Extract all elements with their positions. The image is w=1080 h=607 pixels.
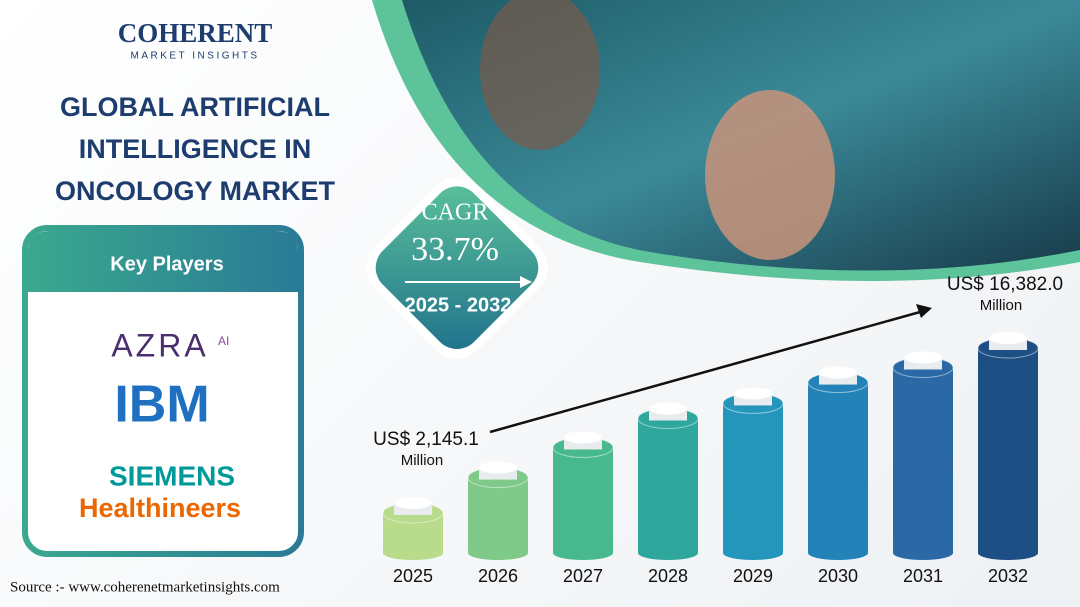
x-tick-label: 2032 [988,566,1028,586]
company-logo: IBM [114,376,209,434]
players-header [28,231,298,292]
bar [383,513,443,560]
company-logo-suffix: Healthineers [79,493,241,523]
bar-cap-top [479,461,517,474]
x-tick-label: 2028 [648,566,688,586]
x-tick-label: 2030 [818,566,858,586]
bar-cap-top [734,387,772,400]
x-tick-label: 2026 [478,566,518,586]
bar-cap-top [649,402,687,415]
chart-title: GLOBAL ARTIFICIAL INTELLIGENCE IN ONCOLO… [54,92,335,206]
company-logo-suffix: AI [218,334,229,348]
brand-name: COHERENT [118,18,273,48]
cagr-value: 33.7% [411,231,499,268]
players-heading: Key Players [110,253,223,275]
trend-arrow [489,310,921,434]
source: Source :- www.coherenetmarketinsights.co… [10,579,280,595]
bar [638,418,698,560]
bar-chart: 2025 US$ 2,145.1 Million 2026 2027 2028 2029 20… [373,274,1063,586]
bar [468,477,528,560]
value-unit: Million [401,452,444,469]
bar [553,447,613,560]
x-tick-label: 2027 [563,566,603,586]
cagr-period: 2025 - 2032 [405,294,512,316]
x-tick-label: 2029 [733,566,773,586]
value-unit: Million [980,297,1023,314]
photo-face [480,0,600,150]
value-label: US$ 2,145.1 [373,429,479,450]
bar-cap-top [904,351,942,364]
brand-tagline: MARKET INSIGHTS [131,51,260,62]
bar [808,382,868,560]
bar-cap-top [394,497,432,509]
cagr-arrow-head [520,276,532,288]
bar [978,348,1038,560]
cagr-badge [375,186,539,349]
players-box [22,225,304,557]
bar [893,367,953,560]
bar-cap-top [819,366,857,379]
bar-cap-top [989,332,1027,344]
photo-face [705,90,835,260]
company-logo: SIEMENS [109,460,235,491]
bar [723,403,783,560]
x-tick-label: 2025 [393,566,433,586]
value-label: US$ 16,382.0 [947,274,1063,295]
company-logo: AZRA [111,327,208,363]
cagr-label: CAGR [422,200,489,226]
x-tick-label: 2031 [903,566,943,586]
bar-cap-top [564,431,602,444]
trend-arrow-head [916,304,932,318]
